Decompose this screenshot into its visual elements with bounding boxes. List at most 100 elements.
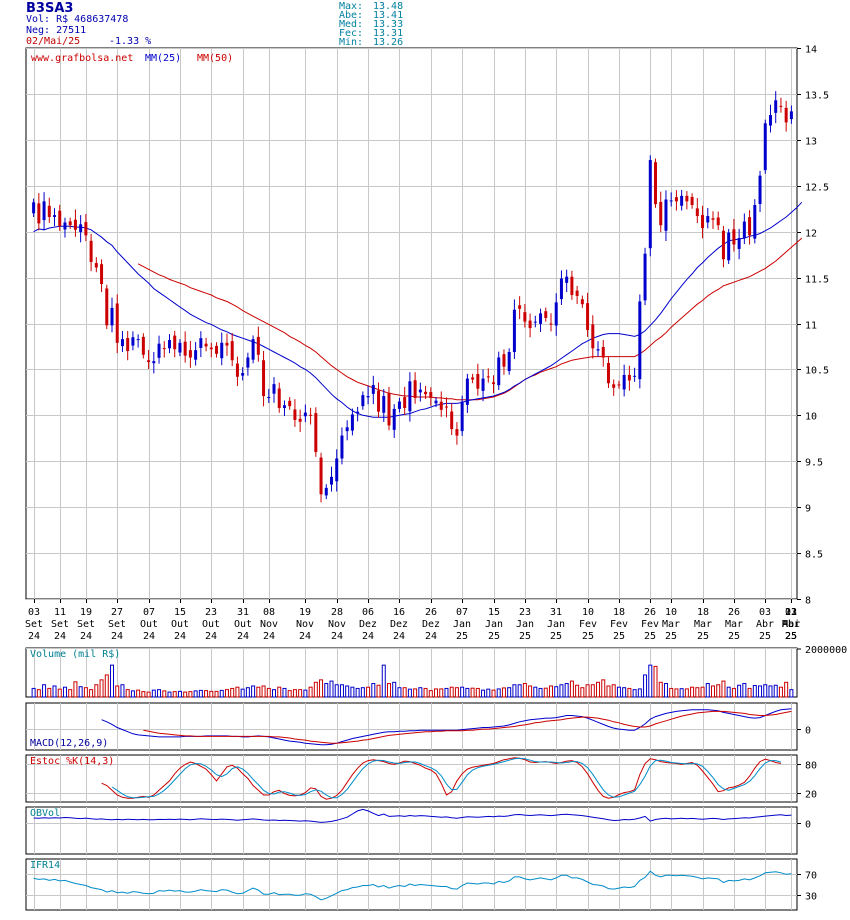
x-tick-month: Dez xyxy=(390,619,408,630)
candle-body xyxy=(282,405,286,408)
candle-body xyxy=(424,391,428,395)
volume-bar xyxy=(115,685,120,698)
volume-bar xyxy=(298,689,303,698)
x-tick-year: 25 xyxy=(785,631,797,642)
candle-body xyxy=(267,396,271,398)
volume-bar xyxy=(773,684,778,698)
x-tick-month: Jan xyxy=(485,619,503,630)
x-tick-month: Abr xyxy=(782,619,800,630)
candle-body xyxy=(272,384,276,394)
candle-body xyxy=(68,221,72,226)
volume-bar xyxy=(386,683,391,698)
candle-body xyxy=(241,373,245,376)
x-tick-day: 11 xyxy=(54,607,66,618)
candle-body xyxy=(126,338,130,352)
candle-body xyxy=(178,342,182,353)
x-tick-month: Abr xyxy=(756,619,774,630)
x-tick-day: 07 xyxy=(143,607,155,618)
candle-body xyxy=(711,218,715,220)
x-tick-day: 19 xyxy=(80,607,92,618)
candle-body xyxy=(638,301,642,380)
candle-body xyxy=(685,195,689,202)
volume-bar xyxy=(569,680,574,698)
ifr-panel-title: IFR14 xyxy=(30,860,60,871)
candle-body xyxy=(737,238,741,249)
candle-body xyxy=(497,357,501,386)
volume-bar xyxy=(214,690,219,698)
candle-body xyxy=(277,388,281,408)
source-label: www.grafbolsa.net xyxy=(31,53,133,64)
candle-body xyxy=(120,339,124,347)
candle-body xyxy=(502,354,506,367)
x-tick-year: 25 xyxy=(582,631,594,642)
x-tick-year: 25 xyxy=(519,631,531,642)
price-tick-label: 9 xyxy=(805,504,811,515)
x-tick-month: Nov xyxy=(296,619,314,630)
candle-body xyxy=(324,487,328,496)
volume-bar xyxy=(99,679,104,698)
candle-body xyxy=(774,100,778,113)
x-tick-month: Mai xyxy=(782,619,800,630)
volume-bar xyxy=(465,687,470,698)
volume-bar xyxy=(376,684,381,698)
volume-bar xyxy=(193,690,198,698)
candle-body xyxy=(105,288,109,326)
volume-bar xyxy=(62,686,67,698)
x-tick-day: 10 xyxy=(665,607,677,618)
volume-bar xyxy=(240,688,245,698)
volume-bar xyxy=(188,691,193,698)
volume-bar xyxy=(747,687,752,698)
stoch-panel-title: Estoc %K(14,3) xyxy=(30,756,114,767)
volume-bar xyxy=(710,685,715,698)
volume-bar xyxy=(371,683,376,698)
volume-bar xyxy=(554,686,559,698)
volume-bar xyxy=(522,683,527,698)
volume-bar xyxy=(324,683,329,698)
volume-bar xyxy=(679,688,684,698)
legend-mm50: MM(50) xyxy=(197,53,233,64)
candle-body xyxy=(42,201,46,221)
candle-body xyxy=(173,335,177,350)
candle-body xyxy=(716,217,720,226)
stat-min-label: Min: xyxy=(339,37,364,48)
x-tick-year: 25 xyxy=(785,631,797,642)
volume-bar xyxy=(130,690,135,698)
candle-body xyxy=(58,210,62,227)
volume-bar xyxy=(653,665,658,698)
candle-body xyxy=(654,162,658,205)
price-tick-label: 12.5 xyxy=(805,183,829,194)
x-tick-month: Set xyxy=(51,619,69,630)
x-tick-month: Mar xyxy=(662,619,680,630)
volume-bar xyxy=(611,684,616,698)
volume-bar xyxy=(512,684,517,698)
candle-body xyxy=(303,412,307,417)
x-tick-year: 24 xyxy=(237,631,249,642)
x-tick-year: 24 xyxy=(425,631,437,642)
candle-body xyxy=(32,202,36,214)
volume-bar xyxy=(768,685,773,698)
x-tick-month: Mar xyxy=(694,619,712,630)
volume-bar xyxy=(737,684,742,698)
candle-body xyxy=(539,313,543,324)
candle-body xyxy=(784,107,788,123)
volume-bar xyxy=(319,679,324,698)
stoch-panel-line-0 xyxy=(101,757,781,800)
x-tick-year: 24 xyxy=(299,631,311,642)
x-tick-day: 23 xyxy=(205,607,217,618)
candle-body xyxy=(288,400,292,407)
volume-bar xyxy=(89,689,94,698)
volume-bar xyxy=(454,687,459,698)
x-tick-day: 06 xyxy=(362,607,374,618)
volume-bar xyxy=(392,681,397,698)
candle-body xyxy=(627,374,631,381)
candle-body xyxy=(559,278,563,300)
volume-bar xyxy=(313,681,318,698)
x-tick-year: 25 xyxy=(759,631,771,642)
candle-body xyxy=(669,200,673,202)
candles xyxy=(32,91,793,503)
candle-body xyxy=(115,303,119,343)
ifr-panel-tick-label: 70 xyxy=(805,871,817,882)
volume-bar xyxy=(627,687,632,698)
stat-close-value: 13.31 xyxy=(373,28,404,39)
candle-body xyxy=(309,414,313,416)
